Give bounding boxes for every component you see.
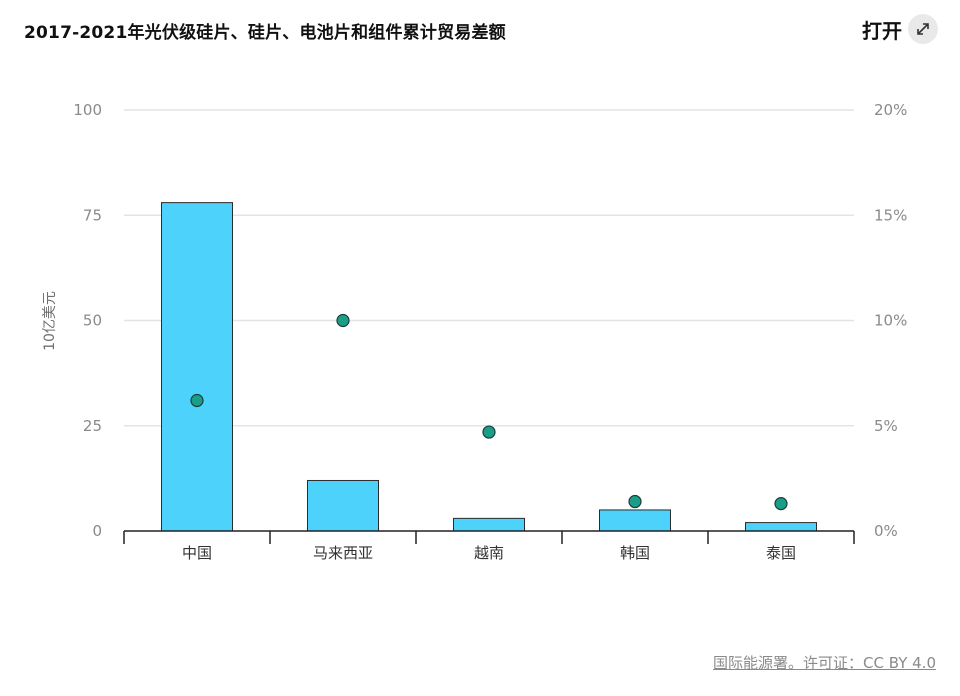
bar: [745, 522, 817, 532]
y2-tick-label: 10%: [874, 312, 907, 330]
y2-tick-label: 15%: [874, 206, 907, 224]
category-label: 越南: [474, 544, 504, 562]
bar: [307, 479, 379, 532]
bar: [453, 517, 525, 532]
category-label: 中国: [182, 544, 212, 562]
open-label: 打开: [862, 18, 902, 43]
data-point: [482, 425, 496, 439]
category-label: 韩国: [620, 544, 650, 562]
y-tick-label: 0: [92, 522, 102, 540]
bar: [161, 202, 233, 532]
chart-title: 2017-2021年光伏级硅片、硅片、电池片和组件累计贸易差额: [24, 23, 506, 43]
y2-tick-label: 5%: [874, 417, 898, 435]
y2-tick-label: 20%: [874, 101, 907, 119]
category-label: 马来西亚: [313, 544, 373, 562]
source-link[interactable]: 国际能源署。许可证：CC BY 4.0: [713, 654, 936, 672]
data-point: [190, 393, 204, 408]
y-tick-label: 100: [73, 101, 102, 119]
data-point: [628, 494, 642, 509]
y-tick-label: 25: [83, 417, 102, 435]
y-tick-label: 50: [83, 312, 102, 330]
y-tick-label: 75: [83, 206, 102, 224]
y-axis-label: 10亿美元: [42, 291, 58, 351]
bar: [599, 509, 671, 532]
expand-icon[interactable]: [908, 14, 938, 44]
data-point: [336, 313, 350, 328]
open-button[interactable]: 打开: [862, 14, 938, 44]
category-label: 泰国: [766, 544, 796, 562]
data-point: [774, 497, 788, 511]
y2-tick-label: 0%: [874, 522, 898, 540]
